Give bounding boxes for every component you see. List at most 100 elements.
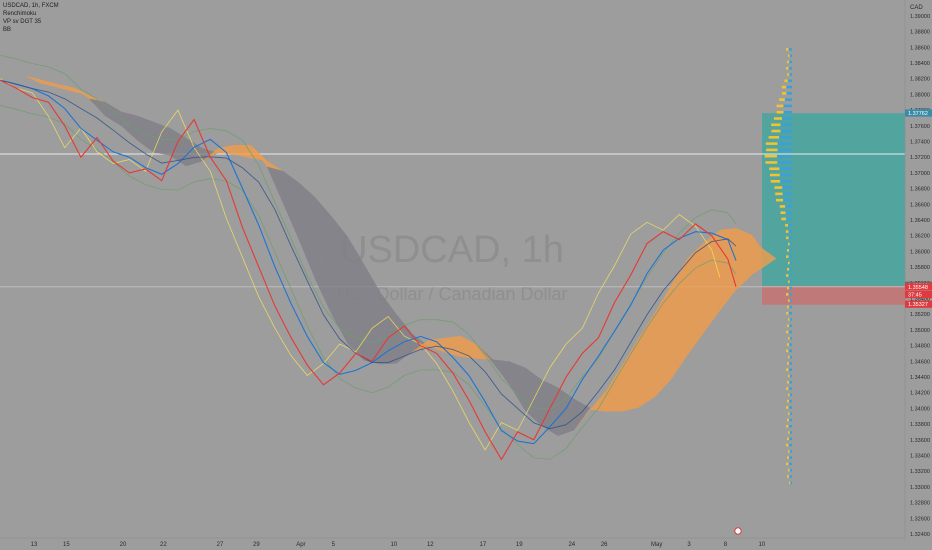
volume-profile-bar-down	[788, 54, 790, 57]
indicator-legend-renchimoku[interactable]: Renchimoku	[3, 11, 37, 17]
volume-profile-bar-up	[786, 85, 792, 89]
price-tick-label: 1.36400	[910, 218, 930, 224]
volume-profile-bar-down	[770, 180, 781, 183]
indicator-legend-vp[interactable]: VP sv DGT 35	[3, 19, 42, 25]
volume-profile-bar-up	[790, 481, 792, 485]
volume-profile-bar-up	[789, 437, 792, 441]
volume-profile-bar-down	[787, 305, 790, 309]
kumo-cloud-segment	[218, 144, 251, 159]
symbol-legend[interactable]: USDCAD, 1h, FXCM	[3, 3, 59, 9]
price-tick-label: 1.32400	[910, 532, 930, 538]
volume-profile-bar-down	[787, 60, 790, 64]
volume-profile-bar-up	[788, 223, 792, 227]
volume-profile-bar-up	[788, 48, 792, 51]
volume-profile-bar-down	[766, 148, 778, 152]
price-tick-label: 1.38200	[910, 77, 930, 83]
volume-profile-bar-up	[783, 198, 792, 202]
volume-profile-bar-down	[787, 456, 790, 459]
time-tick-label: 19	[516, 542, 523, 548]
volume-profile-bar-down	[775, 192, 783, 196]
kumo-cloud-segment	[347, 263, 381, 361]
price-tick-label: 1.38600	[910, 45, 930, 51]
price-tick-label: 1.32600	[910, 516, 930, 522]
volume-profile-bar-up	[785, 205, 792, 208]
volume-profile-bar-up	[779, 173, 792, 177]
volume-profile-bar-up	[780, 180, 792, 183]
volume-profile-bar-down	[781, 92, 787, 95]
price-tick-label: 1.35200	[910, 312, 930, 318]
kumo-cloud-segment	[40, 79, 73, 92]
time-tick-label: 17	[480, 542, 487, 548]
volume-profile-bar-down	[788, 468, 790, 472]
kumo-cloud-segment	[525, 379, 559, 427]
volume-profile-bar-up	[789, 380, 792, 384]
kumo-cloud-segment	[477, 344, 510, 364]
volume-profile-bar-up	[779, 136, 792, 139]
price-tick-label: 1.33800	[910, 422, 930, 428]
volume-profile-bar-up	[789, 355, 792, 359]
time-tick-label: 15	[63, 542, 70, 548]
volume-profile-bar-down	[786, 368, 789, 372]
volume-profile-bar-down	[787, 267, 790, 271]
price-tick-label: 1.36000	[910, 249, 930, 255]
kumo-cloud-segment	[655, 284, 688, 380]
volume-profile-bar-down	[771, 129, 781, 133]
kumo-cloud-segment	[671, 258, 704, 356]
volume-profile-bar-down	[769, 173, 780, 177]
volume-profile-bar-up	[789, 286, 792, 290]
time-tick-label: 22	[160, 542, 167, 548]
volume-profile-bar-down	[788, 337, 790, 340]
volume-profile-bar-down	[786, 443, 789, 447]
volume-profile-bar-down	[787, 380, 790, 384]
volume-profile-bar-down	[779, 98, 785, 101]
volume-profile-bar-down	[788, 450, 790, 453]
kumo-cloud-segment	[266, 166, 300, 204]
volume-profile-bar-down	[786, 311, 789, 315]
volume-profile-bar-down	[786, 255, 789, 258]
volume-profile-bar-up	[789, 261, 792, 265]
volume-profile-bar-up	[789, 450, 792, 453]
volume-profile-bar-down	[785, 223, 789, 227]
kumo-cloud-segment	[153, 127, 187, 156]
kumo-cloud-segment	[752, 234, 777, 265]
volume-profile-bar-down	[786, 387, 789, 390]
kumo-cloud-segment	[638, 312, 672, 397]
volume-profile-bar-up	[789, 393, 792, 397]
indicator-legend-bb[interactable]: BB	[3, 27, 12, 33]
volume-profile-bar-up	[789, 412, 792, 415]
kumo-cloud-segment	[622, 337, 656, 408]
volume-profile-bar-up	[788, 406, 792, 409]
volume-profile-bar-down	[789, 481, 791, 485]
price-tick-label: 1.36600	[910, 202, 930, 208]
chikou-line	[0, 78, 721, 451]
volume-profile-bar-up	[789, 267, 792, 271]
volume-profile-bar-down	[781, 217, 787, 221]
time-tick-label: 26	[601, 542, 608, 548]
volume-profile-bar-up	[788, 255, 792, 258]
price-tick-label: 1.33400	[910, 453, 930, 459]
kijun-line	[0, 79, 737, 430]
time-tick-label: 12	[427, 542, 434, 548]
volume-profile-bar-down	[788, 261, 790, 265]
kumo-cloud-segment	[687, 242, 720, 334]
volume-profile-bar-up	[787, 79, 792, 83]
volume-profile-bar-down	[769, 167, 780, 171]
time-tick-label: Apr	[296, 542, 305, 548]
kumo-cloud-segment	[315, 216, 348, 315]
volume-profile-bar-up	[788, 368, 792, 372]
volume-profile-bar-up	[780, 129, 792, 133]
volume-profile-bar-down	[773, 117, 783, 120]
volume-profile-bar-down	[788, 299, 790, 302]
time-tick-label: 29	[253, 542, 260, 548]
volume-profile-bar-up	[788, 236, 792, 240]
price-tick-label: 1.39000	[910, 14, 930, 20]
volume-profile-bar-down	[775, 198, 784, 202]
volume-profile-bar-down	[787, 399, 790, 403]
volume-profile-bar-down	[765, 142, 778, 145]
price-tick-label: 1.37600	[910, 124, 930, 130]
kumo-cloud-segment	[299, 197, 332, 281]
volume-profile-bar-up	[788, 387, 792, 390]
volume-profile-bar-down	[787, 343, 790, 346]
